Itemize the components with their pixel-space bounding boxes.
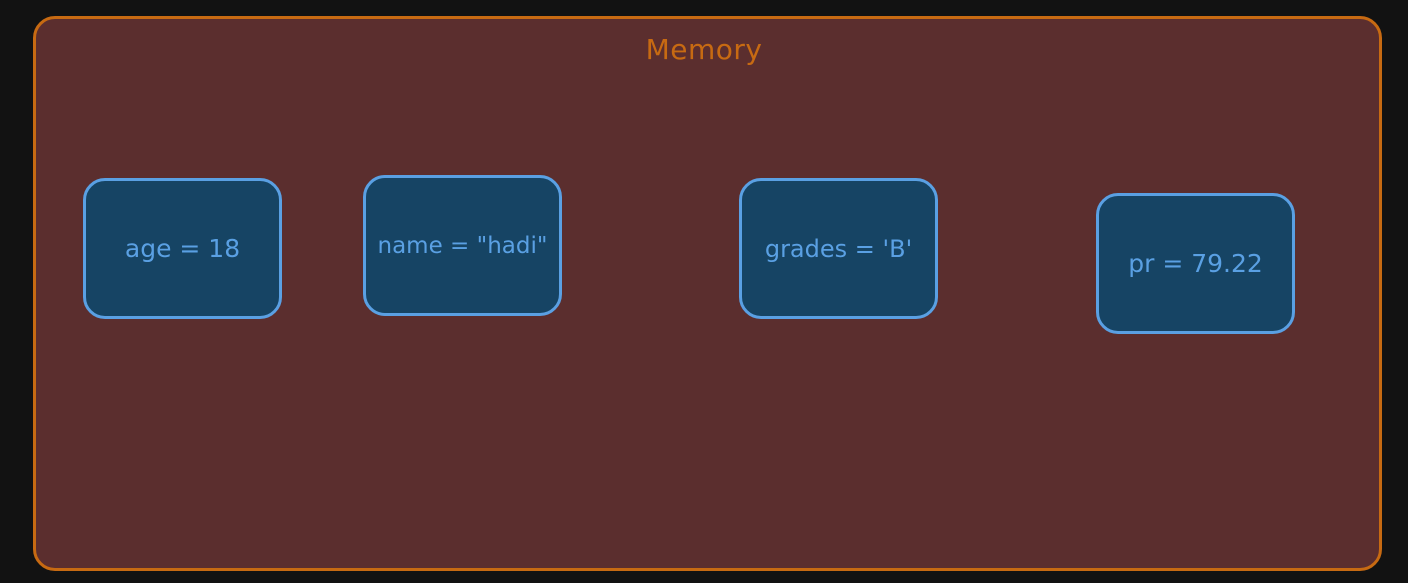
variable-name: name = "hadi": [363, 175, 562, 316]
variable-name-label: name = "hadi": [377, 232, 548, 259]
variable-grades-label: grades = 'B': [764, 234, 913, 263]
variable-age: age = 18: [83, 178, 282, 319]
variable-age-label: age = 18: [124, 234, 241, 263]
memory-title: Memory: [645, 33, 763, 66]
variable-grades: grades = 'B': [739, 178, 938, 319]
variable-pr: pr = 79.22: [1096, 193, 1295, 334]
variable-pr-label: pr = 79.22: [1128, 249, 1263, 278]
